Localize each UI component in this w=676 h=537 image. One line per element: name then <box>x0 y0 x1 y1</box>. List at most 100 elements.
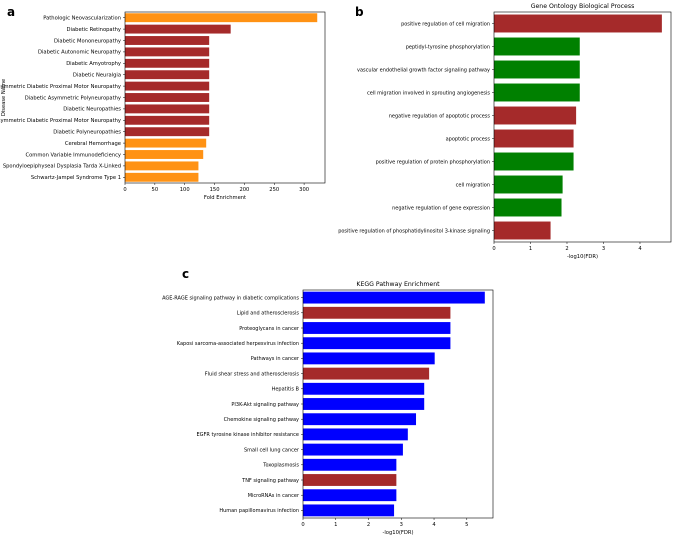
y-tick-label: Common Variable Immunodeficiency <box>26 152 122 158</box>
y-tick-label: AGE-RAGE signaling pathway in diabetic c… <box>162 295 299 301</box>
y-tick-label: TNF signaling pathway <box>241 478 299 484</box>
y-tick-label: positive regulation of cell migration <box>401 21 490 27</box>
bar <box>125 24 231 34</box>
bar <box>303 367 430 380</box>
bar <box>494 175 563 194</box>
x-tick-label: 4 <box>638 246 642 252</box>
bar <box>125 104 210 114</box>
y-tick-label: Toxoplasmosis <box>262 463 299 469</box>
bar <box>125 172 199 182</box>
y-tick-label: cell migration involved in sprouting ang… <box>367 90 490 96</box>
panel-label: c <box>182 267 189 281</box>
y-tick-label: negative regulation of apoptotic process <box>389 113 491 119</box>
bar <box>125 115 210 125</box>
y-tick-label: negative regulation of gene expression <box>392 205 490 211</box>
x-tick-label: 1 <box>334 522 337 528</box>
bar <box>125 161 199 171</box>
x-tick-label: 250 <box>269 187 279 193</box>
x-tick-label: 300 <box>299 187 309 193</box>
panel-label: b <box>355 5 364 19</box>
panel-label: a <box>7 5 15 19</box>
x-tick-label: 1 <box>529 246 532 252</box>
y-axis-label: Disease Name <box>1 79 7 116</box>
bar <box>303 291 485 304</box>
bar <box>303 458 397 471</box>
y-tick-label: positive regulation of protein phosphory… <box>376 159 490 165</box>
x-tick-label: 2 <box>565 246 568 252</box>
bar <box>125 93 210 102</box>
y-tick-label: PI3K-Akt signaling pathway <box>231 402 299 408</box>
bar <box>303 398 425 410</box>
bar <box>303 474 397 486</box>
y-tick-label: Asymmetric Diabetic Proximal Motor Neuro… <box>0 118 121 124</box>
bar <box>125 47 210 57</box>
y-tick-label: Pathways in cancer <box>251 356 300 362</box>
y-tick-label: Pathologic Neovascularization <box>43 16 121 22</box>
bar <box>494 129 574 148</box>
bar <box>125 81 210 91</box>
bar <box>125 138 207 148</box>
y-tick-label: Cerebral Hemorrhage <box>65 141 121 147</box>
y-tick-label: cell migration <box>456 182 490 188</box>
bar <box>303 504 395 517</box>
y-tick-label: Diabetic Asymmetric Polyneuropathy <box>25 95 121 101</box>
y-tick-label: apoptotic process <box>446 136 491 142</box>
x-tick-label: 0 <box>123 187 126 193</box>
bar <box>125 13 318 23</box>
y-tick-label: Diabetic Neuralgia <box>73 73 121 79</box>
y-tick-label: Diabetic Autonomic Neuropathy <box>38 50 121 56</box>
bar <box>303 489 397 502</box>
x-tick-label: 0 <box>301 522 304 528</box>
bar <box>494 106 577 125</box>
bar <box>494 37 580 56</box>
y-tick-label: peptidyl-tyrosine phosphorylation <box>406 44 490 50</box>
bar <box>125 150 204 159</box>
y-tick-label: Spondyloepiphyseal Dysplasia Tarda X-Lin… <box>3 164 121 170</box>
bar <box>494 221 551 240</box>
chart-title: KEGG Pathway Enrichment <box>356 281 440 288</box>
x-tick-label: 150 <box>210 187 220 193</box>
y-tick-label: Human papillomavirus infection <box>219 508 299 514</box>
bar <box>494 83 580 102</box>
y-tick-label: Schwartz-Jampel Syndrome Type 1 <box>31 175 121 181</box>
y-tick-label: vascular endothelial growth factor signa… <box>357 67 490 73</box>
x-tick-label: 0 <box>492 246 495 252</box>
x-tick-label: 5 <box>465 522 468 528</box>
y-tick-label: Lipid and atherosclerosis <box>237 311 300 317</box>
chart-title: Gene Ontology Biological Process <box>531 3 635 10</box>
y-tick-label: Proteoglycans in cancer <box>239 326 300 332</box>
x-axis-label: -log10(FDR) <box>567 254 598 260</box>
y-tick-label: positive regulation of phosphatidylinosi… <box>338 228 490 234</box>
x-tick-label: 50 <box>152 187 159 193</box>
bar <box>303 337 451 350</box>
bar <box>494 198 562 217</box>
x-tick-label: 200 <box>239 187 249 193</box>
x-tick-label: 4 <box>432 522 436 528</box>
bar <box>303 322 451 334</box>
bar <box>494 60 580 79</box>
y-tick-label: Diabetic Retinopathy <box>67 27 121 33</box>
chart-panel-b: b Gene Ontology Biological Process positiv… <box>338 3 672 260</box>
x-axis-label: -log10(FDR) <box>382 530 413 536</box>
y-tick-label: Fluid shear stress and atherosclerosis <box>205 371 300 377</box>
y-tick-label: Diabetic Amyotrophy <box>66 61 121 67</box>
bar <box>303 352 435 365</box>
y-tick-label: Symmetric Diabetic Proximal Motor Neurop… <box>0 84 121 90</box>
y-tick-label: Small cell lung cancer <box>244 447 300 453</box>
bar <box>494 152 574 171</box>
bar <box>303 443 403 456</box>
bar <box>125 70 210 80</box>
bar <box>303 306 451 319</box>
bar <box>125 127 210 137</box>
bar <box>303 413 417 426</box>
x-tick-label: 2 <box>367 522 370 528</box>
axes-frame <box>493 11 672 243</box>
axes-frame <box>124 11 326 184</box>
x-axis-label: Fold Enrichment <box>204 195 246 201</box>
bar <box>125 36 210 45</box>
y-tick-label: Diabetic Neuropathies <box>63 107 121 113</box>
y-tick-label: Kaposi sarcoma-associated herpesvirus in… <box>177 341 299 347</box>
chart-panel-c: c KEGG Pathway Enrichment AGE-RAGE signali… <box>162 267 494 536</box>
y-tick-label: Diabetic Polyneuropathies <box>53 130 121 136</box>
